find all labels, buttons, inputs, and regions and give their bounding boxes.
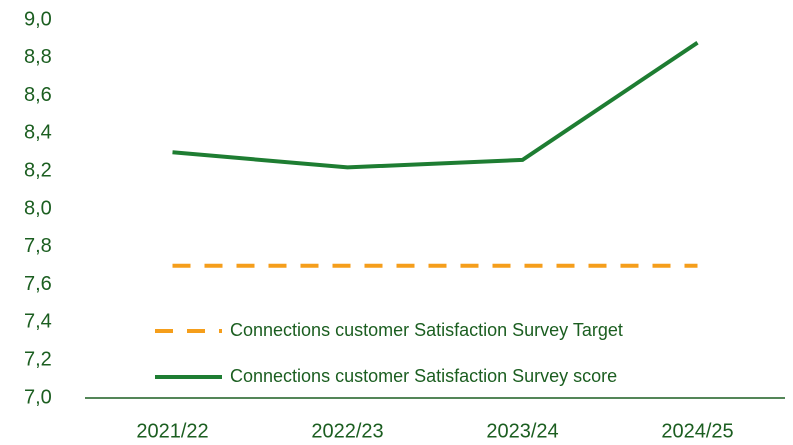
x-tick-label: 2022/23 (311, 420, 383, 442)
legend-label: Connections customer Satisfaction Survey… (230, 366, 617, 386)
x-tick-label: 2023/24 (486, 420, 558, 442)
y-tick-label: 8,0 (24, 197, 52, 219)
y-tick-label: 8,8 (24, 46, 52, 68)
legend-label: Connections customer Satisfaction Survey… (230, 320, 623, 340)
y-tick-label: 7,2 (24, 348, 52, 370)
y-tick-label: 9,0 (24, 8, 52, 30)
x-tick-label: 2024/25 (661, 420, 733, 442)
y-tick-label: 8,6 (24, 84, 52, 106)
y-tick-label: 7,6 (24, 273, 52, 295)
y-tick-label: 7,0 (24, 386, 52, 408)
x-tick-label: 2021/22 (136, 420, 208, 442)
line-series (172, 41, 699, 170)
y-tick-label: 8,2 (24, 159, 52, 181)
y-tick-label: 7,4 (24, 311, 52, 333)
y-tick-label: 7,8 (24, 235, 52, 257)
y-tick-label: 8,4 (24, 122, 52, 144)
